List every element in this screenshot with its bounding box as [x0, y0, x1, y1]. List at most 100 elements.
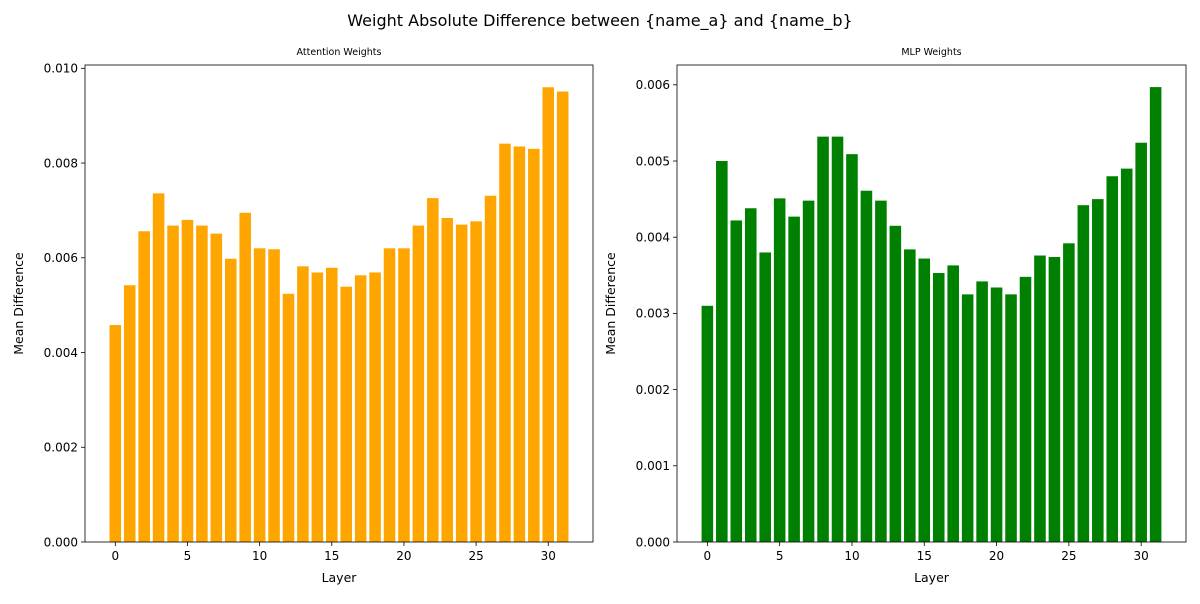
chart-2-bar-layer-15 [918, 258, 931, 542]
chart-2-xtick-label-10: 10 [844, 549, 859, 563]
chart-1-bar-layer-6 [196, 225, 208, 542]
chart-1-bar-layer-3 [152, 193, 165, 542]
chart-2-bar-layer-9 [831, 136, 844, 542]
chart-1-bar-layer-0 [109, 325, 122, 542]
chart-2-bar-layer-27 [1092, 199, 1104, 543]
chart-1-ylabel: Mean Difference [11, 252, 26, 355]
chart-2: 0 5 10 15 20 25 30 0.000 0.001 0.002 0.003 0.004 0.0… [603, 47, 1187, 585]
chart-1-ytick-label-1: 0.002 [44, 441, 78, 455]
chart-1-bar-layer-14 [311, 272, 324, 542]
chart-2-bar-layer-14 [904, 249, 916, 542]
chart-1-xtick-label-5: 5 [184, 549, 192, 563]
chart-1-bar-layer-17 [354, 275, 367, 542]
chart-1-bar-layer-30 [542, 87, 555, 542]
chart-2-ytick-label-6: 0.006 [636, 78, 670, 92]
chart-2-xtick-label-0: 0 [704, 549, 712, 563]
chart-1-bar-layer-2 [138, 231, 150, 542]
chart-1-bar-layer-16 [340, 286, 352, 542]
chart-2-ytick-label-4: 0.004 [636, 231, 670, 245]
chart-2-bar-layer-2 [730, 220, 743, 542]
chart-1-bar-layer-5 [181, 219, 194, 542]
chart-1-xtick-label-10: 10 [252, 549, 267, 563]
chart-1-bar-layer-12 [282, 293, 295, 542]
chart-2-xtick-label-25: 25 [1061, 549, 1076, 563]
chart-2-bar-layer-12 [875, 200, 887, 542]
chart-1-bar-layer-11 [268, 249, 280, 542]
chart-2-bar-layer-29 [1120, 168, 1133, 542]
chart-1-axes-frame [84, 64, 594, 543]
chart-2-bar-layer-8 [817, 136, 829, 542]
chart-2-bar-layer-13 [889, 225, 902, 542]
chart-1-bar-layer-26 [484, 195, 497, 543]
chart-1-bar-layer-18 [369, 272, 381, 542]
chart-2-xtick-label-20: 20 [989, 549, 1004, 563]
chart-2-bar-layer-3 [744, 208, 757, 542]
chart-2-bar-layer-24 [1048, 257, 1061, 542]
chart-1-bar-layer-9 [239, 212, 251, 543]
chart-1-bar-layer-24 [455, 224, 468, 542]
chart-2-ytick-label-3: 0.003 [636, 307, 670, 321]
chart-2-bar-layer-5 [773, 198, 786, 542]
chart-1-title: Attention Weights [297, 47, 382, 58]
chart-1-bar-layer-7 [210, 233, 223, 542]
chart-2-bar-layer-23 [1034, 255, 1046, 542]
chart-2-bar-layer-1 [716, 161, 728, 542]
chart-2-ytick-label-1: 0.001 [636, 459, 670, 473]
chart-1-bar-layer-25 [470, 221, 482, 542]
chart-1-bar-layer-20 [398, 248, 410, 542]
chart-2-bar-layer-20 [990, 287, 1003, 542]
figure-title: Weight Absolute Difference between {name… [347, 11, 852, 31]
chart-2-xtick-label-5: 5 [776, 549, 784, 563]
chart-1-xtick-label-20: 20 [396, 549, 411, 563]
chart-2-bar-layer-21 [1005, 294, 1017, 542]
chart-1-ytick-label-3: 0.006 [44, 251, 78, 265]
chart-1-bar-layer-29 [528, 148, 540, 542]
chart-2-bar-layer-26 [1077, 205, 1090, 542]
chart-2-bar-layer-16 [932, 273, 945, 542]
chart-2-bar-layer-7 [802, 200, 815, 542]
chart-2-bar-layer-28 [1106, 176, 1119, 542]
chart-1-bar-layer-28 [513, 146, 526, 542]
chart-1-bar-layer-4 [167, 225, 179, 542]
chart-1-xtick-label-25: 25 [468, 549, 483, 563]
chart-1-ytick-label-4: 0.008 [44, 156, 78, 170]
chart-2-bar-layer-31 [1149, 87, 1162, 542]
chart-1-xtick-label-30: 30 [541, 549, 556, 563]
chart-1-bar-layer-15 [326, 267, 338, 542]
chart-2-bar-layer-17 [947, 265, 959, 542]
chart-1-ytick-label-5: 0.010 [44, 62, 78, 76]
chart-2-ytick-label-5: 0.005 [636, 154, 670, 168]
chart-1-bar-layer-21 [412, 225, 425, 542]
chart-1-bar-layer-27 [499, 143, 511, 542]
chart-2-bar-layer-4 [759, 252, 771, 542]
chart-2-bar-layer-11 [860, 190, 873, 543]
chart-1-bar-layer-19 [383, 248, 396, 542]
chart-2-bar-layer-25 [1063, 243, 1075, 543]
chart-1-ytick-label-2: 0.004 [44, 346, 78, 360]
chart-1-bar-layer-31 [556, 91, 569, 542]
chart-2-bar-layer-0 [701, 305, 714, 542]
chart-2-xtick-label-30: 30 [1134, 549, 1149, 563]
chart-2-bar-layer-19 [976, 281, 988, 542]
chart-2-axes-frame [676, 64, 1187, 543]
chart-2-title: MLP Weights [901, 47, 961, 58]
chart-2-xlabel: Layer [914, 570, 950, 585]
chart-1-xlabel: Layer [322, 570, 358, 585]
chart-2-ytick-label-0: 0.000 [636, 535, 670, 549]
chart-1-bar-layer-13 [297, 266, 309, 542]
chart-2-ytick-label-2: 0.002 [636, 383, 670, 397]
chart-1-bar-layer-23 [441, 218, 454, 542]
chart-1-bar-layer-10 [253, 248, 266, 542]
chart-1-xtick-label-15: 15 [324, 549, 339, 563]
chart-2-bar-layer-30 [1135, 142, 1147, 542]
chart-2-xtick-label-15: 15 [917, 549, 932, 563]
chart-2-bar-layer-22 [1019, 276, 1032, 542]
chart-1: 0 5 10 15 20 25 30 0.000 0.002 0.004 0.006 0.008 0.0… [11, 47, 594, 585]
chart-1-bar-layer-1 [123, 285, 136, 542]
chart-1-bar-layer-8 [224, 258, 237, 542]
chart-2-bar-layer-10 [846, 154, 858, 542]
chart-1-xtick-label-0: 0 [111, 549, 119, 563]
chart-2-bar-layer-6 [788, 216, 800, 542]
chart-1-ytick-label-0: 0.000 [44, 535, 78, 549]
